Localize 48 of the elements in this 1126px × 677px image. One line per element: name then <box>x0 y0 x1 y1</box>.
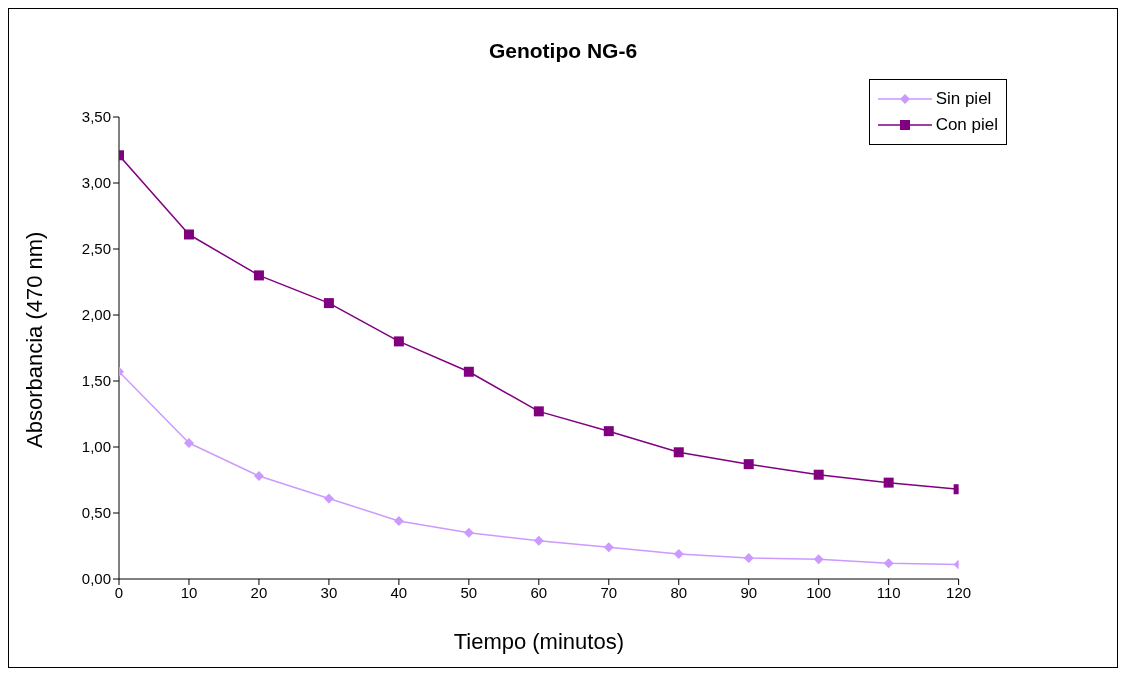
chart-title: Genotipo NG-6 <box>487 39 639 64</box>
point <box>393 515 404 526</box>
point <box>253 270 264 281</box>
x-tick-label: 80 <box>670 583 688 601</box>
y-tick-label: 1,50 <box>81 372 111 390</box>
point <box>603 542 614 553</box>
x-tick-label: 0 <box>114 583 124 601</box>
x-tick-label: 110 <box>876 583 901 601</box>
point <box>533 535 544 546</box>
point <box>183 438 194 449</box>
y-tick-label: 1,00 <box>81 438 111 456</box>
point <box>323 493 334 504</box>
y-tick-label: 0,50 <box>81 504 111 522</box>
point <box>743 552 754 563</box>
point <box>883 477 894 488</box>
y-tick-label: 2,00 <box>81 306 111 324</box>
y-tick-label: 0,00 <box>81 570 111 588</box>
point <box>533 406 544 417</box>
point <box>253 471 264 482</box>
y-tick-label: 2,50 <box>81 240 111 258</box>
point <box>673 447 684 458</box>
point <box>813 469 824 480</box>
point <box>183 229 194 240</box>
point <box>463 366 474 377</box>
point <box>603 426 614 437</box>
x-tick-label: 60 <box>530 583 548 601</box>
x-tick-label: 120 <box>946 583 972 601</box>
x-tick-label: 30 <box>320 583 338 601</box>
point <box>883 558 894 569</box>
y-tick-label: 3,00 <box>81 174 111 192</box>
x-axis-title: Tiempo (minutos) <box>453 629 624 654</box>
x-tick-label: 20 <box>250 583 268 601</box>
point <box>463 527 474 538</box>
x-tick-label: 50 <box>460 583 478 601</box>
point <box>323 298 334 309</box>
y-tick-label: 3,50 <box>81 108 111 126</box>
x-tick-label: 70 <box>600 583 618 601</box>
legend-label: Sin piel <box>935 89 992 109</box>
legend-label: Con piel <box>935 115 998 135</box>
x-tick-label: 90 <box>740 583 758 601</box>
x-tick-label: 10 <box>180 583 198 601</box>
point <box>393 336 404 347</box>
x-tick-label: 40 <box>390 583 408 601</box>
y-axis-title: Absorbancia (470 nm) <box>21 231 47 448</box>
point <box>813 554 824 565</box>
x-tick-label: 100 <box>806 583 832 601</box>
point <box>673 548 684 559</box>
point <box>743 459 754 470</box>
